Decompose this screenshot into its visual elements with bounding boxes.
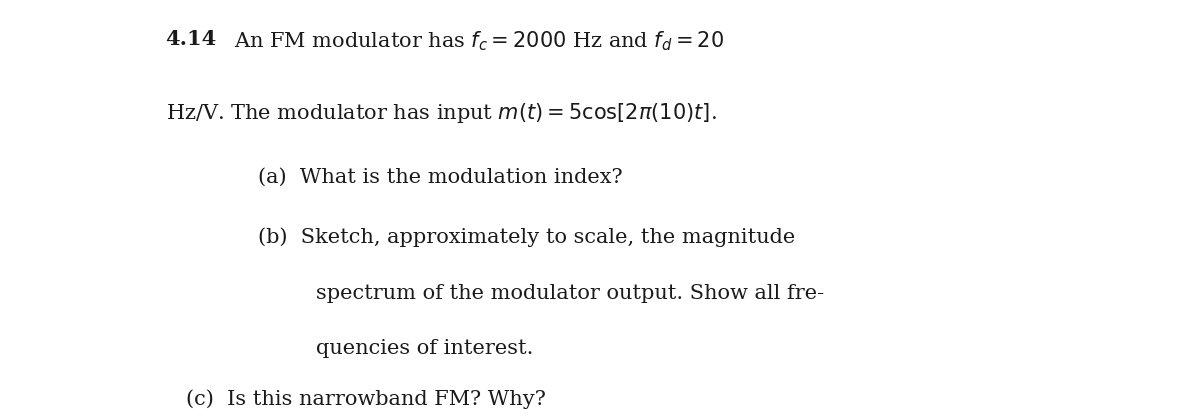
Text: spectrum of the modulator output. Show all fre-: spectrum of the modulator output. Show a…	[316, 284, 823, 303]
Text: 4.14: 4.14	[166, 29, 217, 50]
Text: (a)  What is the modulation index?: (a) What is the modulation index?	[258, 168, 623, 187]
Text: (b)  Sketch, approximately to scale, the magnitude: (b) Sketch, approximately to scale, the …	[258, 228, 796, 247]
Text: Hz/V. The modulator has input $m(t) = 5\cos[2\pi(10)t]$.: Hz/V. The modulator has input $m(t) = 5\…	[166, 101, 716, 125]
Text: An FM modulator has $f_c = 2000$ Hz and $f_d = 20$: An FM modulator has $f_c = 2000$ Hz and …	[234, 29, 724, 53]
Text: quencies of interest.: quencies of interest.	[316, 339, 533, 358]
Text: (c)  Is this narrowband FM? Why?: (c) Is this narrowband FM? Why?	[186, 390, 546, 410]
